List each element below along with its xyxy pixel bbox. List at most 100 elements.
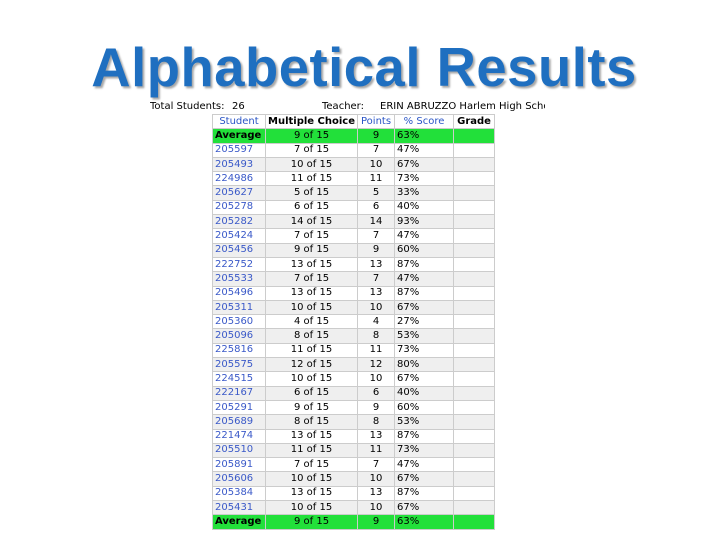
points-cell: 8 xyxy=(357,414,396,430)
multiple-choice-cell: 8 of 15 xyxy=(264,328,359,344)
table-row: 205282 14 of 15 14 93% xyxy=(212,214,496,230)
multiple-choice-cell: 5 of 15 xyxy=(264,185,359,201)
table-row: 205431 10 of 15 10 67% xyxy=(212,500,496,516)
column-header-student[interactable]: Student xyxy=(212,113,266,130)
points-cell: 4 xyxy=(357,314,396,330)
score-cell: 67% xyxy=(394,371,455,387)
student-id-link[interactable]: 224986 xyxy=(212,171,266,187)
student-id-link[interactable]: 205493 xyxy=(212,156,266,173)
column-header-points[interactable]: Points xyxy=(357,113,396,130)
student-id-link[interactable]: 205291 xyxy=(212,399,266,416)
multiple-choice-cell: 10 of 15 xyxy=(264,471,359,487)
score-cell: 33% xyxy=(394,185,455,201)
student-id-link[interactable]: 205431 xyxy=(212,500,266,516)
student-id-link[interactable]: 205278 xyxy=(212,199,266,216)
score-cell: 73% xyxy=(394,442,455,459)
grade-cell xyxy=(453,371,496,387)
grade-cell xyxy=(453,228,496,244)
grade-cell xyxy=(453,199,496,216)
grade-cell xyxy=(453,314,496,330)
points-cell: 6 xyxy=(357,199,396,216)
grade-cell xyxy=(453,256,496,273)
student-id-link[interactable]: 205689 xyxy=(212,414,266,430)
multiple-choice-cell: 11 of 15 xyxy=(264,171,359,187)
score-cell: 63% xyxy=(394,128,455,144)
table-row: 222752 13 of 15 13 87% xyxy=(212,256,496,273)
grade-cell xyxy=(453,271,496,287)
grade-cell xyxy=(453,185,496,201)
column-header-score[interactable]: % Score xyxy=(394,113,455,130)
multiple-choice-cell: 7 of 15 xyxy=(264,142,359,158)
grade-cell xyxy=(453,214,496,230)
student-id-link[interactable]: 205360 xyxy=(212,314,266,330)
multiple-choice-cell: 11 of 15 xyxy=(264,342,359,359)
multiple-choice-cell: 7 of 15 xyxy=(264,457,359,473)
table-row: 205597 7 of 15 7 47% xyxy=(212,142,496,158)
multiple-choice-cell: 4 of 15 xyxy=(264,314,359,330)
points-cell: 11 xyxy=(357,442,396,459)
points-cell: 8 xyxy=(357,328,396,344)
student-id-link[interactable]: 205510 xyxy=(212,442,266,459)
grade-cell xyxy=(453,428,496,444)
score-cell: 87% xyxy=(394,485,455,502)
points-cell: 9 xyxy=(357,242,396,258)
score-cell: 47% xyxy=(394,457,455,473)
table-row: 205360 4 of 15 4 27% xyxy=(212,314,496,330)
grade-cell xyxy=(453,457,496,473)
table-row: 205510 11 of 15 11 73% xyxy=(212,442,496,459)
multiple-choice-cell: 12 of 15 xyxy=(264,357,359,373)
score-cell: 27% xyxy=(394,314,455,330)
table-row: 224515 10 of 15 10 67% xyxy=(212,371,496,387)
student-id-link[interactable]: 205456 xyxy=(212,242,266,258)
table-row: 205424 7 of 15 7 47% xyxy=(212,228,496,244)
student-id-link[interactable]: 205096 xyxy=(212,328,266,344)
student-id-link[interactable]: 205384 xyxy=(212,485,266,502)
grade-cell xyxy=(453,357,496,373)
multiple-choice-cell: 10 of 15 xyxy=(264,500,359,516)
score-cell: 47% xyxy=(394,271,455,287)
teacher-label: Teacher: xyxy=(322,101,364,112)
multiple-choice-cell: 13 of 15 xyxy=(264,485,359,502)
score-cell: 67% xyxy=(394,471,455,487)
student-id-link[interactable]: 205424 xyxy=(212,228,266,244)
points-cell: 7 xyxy=(357,142,396,158)
student-id-link[interactable]: 222167 xyxy=(212,385,266,401)
table-row: 205606 10 of 15 10 67% xyxy=(212,471,496,487)
grade-cell xyxy=(453,328,496,344)
student-id-link[interactable]: 205575 xyxy=(212,357,266,373)
table-row: 225816 11 of 15 11 73% xyxy=(212,342,496,359)
student-id-link[interactable]: 205282 xyxy=(212,214,266,230)
student-id-link[interactable]: 205496 xyxy=(212,285,266,301)
grade-cell xyxy=(453,299,496,316)
grade-cell xyxy=(453,414,496,430)
score-cell: 47% xyxy=(394,142,455,158)
score-cell: 40% xyxy=(394,199,455,216)
score-cell: 93% xyxy=(394,214,455,230)
score-cell: 67% xyxy=(394,500,455,516)
grade-cell xyxy=(453,156,496,173)
score-cell: 73% xyxy=(394,171,455,187)
score-cell: 67% xyxy=(394,156,455,173)
score-cell: 80% xyxy=(394,357,455,373)
table-row: 205384 13 of 15 13 87% xyxy=(212,485,496,502)
score-cell: 47% xyxy=(394,228,455,244)
grade-cell xyxy=(453,442,496,459)
student-id-link[interactable]: 205606 xyxy=(212,471,266,487)
student-id-link[interactable]: 221474 xyxy=(212,428,266,444)
column-header-multiple-choice: Multiple Choice xyxy=(264,113,359,130)
student-id-link[interactable]: 205891 xyxy=(212,457,266,473)
student-id-link[interactable]: 205533 xyxy=(212,271,266,287)
student-id-link[interactable]: 222752 xyxy=(212,256,266,273)
average-row-bottom: Average 9 of 15 9 63% xyxy=(212,514,496,530)
grade-cell xyxy=(453,471,496,487)
student-id-link[interactable]: 224515 xyxy=(212,371,266,387)
points-cell: 14 xyxy=(357,214,396,230)
multiple-choice-cell: 10 of 15 xyxy=(264,156,359,173)
average-row-top: Average 9 of 15 9 63% xyxy=(212,128,496,144)
student-id-link[interactable]: 205597 xyxy=(212,142,266,158)
student-id-link[interactable]: 205627 xyxy=(212,185,266,201)
table-row: 205575 12 of 15 12 80% xyxy=(212,357,496,373)
student-id-link[interactable]: 205311 xyxy=(212,299,266,316)
student-id-link[interactable]: 225816 xyxy=(212,342,266,359)
grade-cell xyxy=(453,285,496,301)
